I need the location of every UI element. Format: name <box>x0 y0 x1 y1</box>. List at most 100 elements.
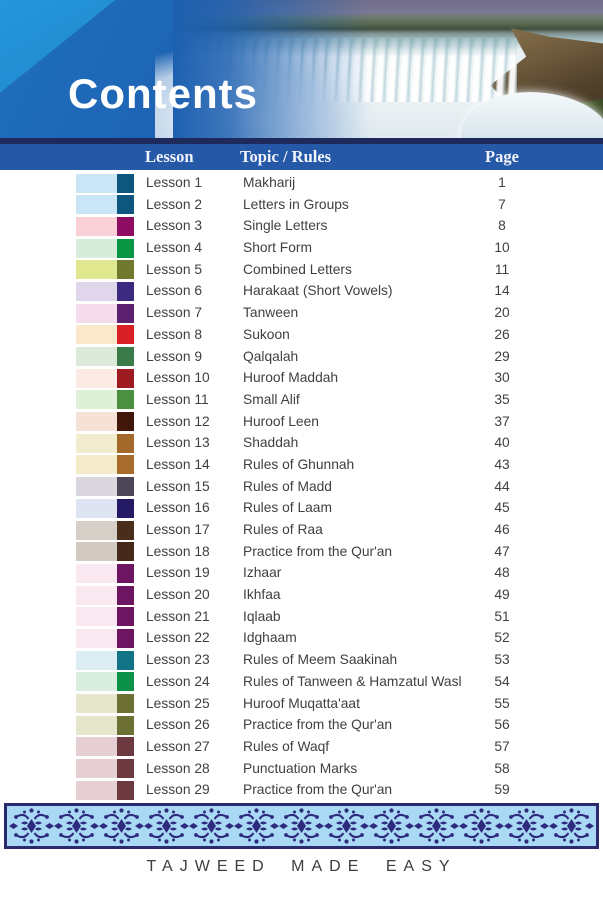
lesson-color-swatch-light <box>76 412 117 432</box>
navy-divider <box>0 138 603 144</box>
lesson-color-swatch-light <box>76 368 117 388</box>
lesson-topic: Ikhfaa <box>243 587 281 603</box>
table-row: Lesson 10 Huroof Maddah 30 <box>0 367 603 389</box>
lesson-color-swatch-dark <box>117 737 134 757</box>
lesson-page: 11 <box>494 261 510 277</box>
lesson-page: 40 <box>494 435 510 451</box>
lesson-color-swatch-dark <box>117 672 134 692</box>
lesson-number: Lesson 17 <box>146 522 210 537</box>
lesson-color-swatch-light <box>76 195 117 215</box>
lesson-color-swatch-light <box>76 780 117 800</box>
lesson-color-swatch-light <box>76 715 117 735</box>
lesson-page: 26 <box>494 326 510 342</box>
lesson-color-swatch-dark <box>117 412 134 432</box>
lesson-topic: Iqlaab <box>243 608 281 624</box>
lesson-color-swatch-light <box>76 542 117 562</box>
table-row: Lesson 28 Punctuation Marks 58 <box>0 758 603 780</box>
table-row: Lesson 6 Harakaat (Short Vowels) 14 <box>0 280 603 302</box>
lesson-number: Lesson 24 <box>146 673 210 689</box>
lesson-page: 54 <box>494 673 510 689</box>
table-row: Lesson 15 Rules of Madd 44 <box>0 476 603 498</box>
lesson-color-swatch-dark <box>117 433 134 453</box>
table-row: Lesson 5 Combined Letters 11 <box>0 259 603 281</box>
lesson-number: Lesson 23 <box>146 652 210 668</box>
lesson-topic: Practice from the Qur'an <box>243 717 393 733</box>
lesson-color-swatch-light <box>76 477 117 497</box>
lesson-color-swatch-light <box>76 281 117 301</box>
lesson-color-swatch-dark <box>117 759 134 779</box>
lesson-color-swatch-light <box>76 737 117 757</box>
lesson-color-swatch-dark <box>117 585 134 605</box>
lesson-page: 20 <box>494 305 510 321</box>
lesson-page: 46 <box>494 522 510 537</box>
lesson-color-swatch-light <box>76 455 117 475</box>
lesson-number: Lesson 14 <box>146 456 210 472</box>
lesson-topic: Huroof Leen <box>243 413 319 429</box>
lesson-page: 29 <box>494 348 510 364</box>
table-row: Lesson 21 Iqlaab 51 <box>0 606 603 628</box>
lesson-topic: Huroof Muqatta'aat <box>243 695 360 711</box>
lesson-number: Lesson 7 <box>146 305 202 321</box>
table-row: Lesson 7 Tanween 20 <box>0 302 603 324</box>
table-row: Lesson 3 Single Letters 8 <box>0 215 603 237</box>
table-row: Lesson 18 Practice from the Qur'an 47 <box>0 541 603 563</box>
lesson-number: Lesson 18 <box>146 543 210 559</box>
lesson-page: 59 <box>494 782 510 798</box>
lesson-topic: Qalqalah <box>243 348 299 364</box>
lesson-color-swatch-dark <box>117 390 134 410</box>
lesson-color-swatch-dark <box>117 520 134 540</box>
lesson-number: Lesson 28 <box>146 760 210 776</box>
lesson-number: Lesson 25 <box>146 695 210 711</box>
lesson-topic: Punctuation Marks <box>243 760 358 776</box>
lesson-color-swatch-light <box>76 498 117 518</box>
lesson-number: Lesson 11 <box>146 391 209 407</box>
lesson-color-swatch-dark <box>117 542 134 562</box>
lesson-number: Lesson 4 <box>146 240 202 256</box>
lesson-topic: Small Alif <box>243 391 300 407</box>
lesson-topic: Tanween <box>243 305 299 321</box>
lesson-color-swatch-dark <box>117 607 134 627</box>
lesson-page: 45 <box>494 500 510 516</box>
lesson-color-swatch-light <box>76 585 117 605</box>
lesson-color-swatch-light <box>76 390 117 410</box>
lesson-color-swatch-dark <box>117 780 134 800</box>
lesson-topic: Rules of Meem Saakinah <box>243 652 398 668</box>
lesson-page: 14 <box>494 283 510 299</box>
lesson-number: Lesson 22 <box>146 630 210 646</box>
lesson-number: Lesson 8 <box>146 326 202 342</box>
decorative-border-band <box>4 802 599 849</box>
lesson-number: Lesson 26 <box>146 717 210 733</box>
lesson-color-swatch-dark <box>117 650 134 670</box>
table-row: Lesson 24 Rules of Tanween & Hamzatul Was… <box>0 671 603 693</box>
table-row: Lesson 23 Rules of Meem Saakinah 53 <box>0 649 603 671</box>
lesson-page: 7 <box>498 196 506 212</box>
lesson-number: Lesson 21 <box>146 608 210 624</box>
table-row: Lesson 25 Huroof Muqatta'aat 55 <box>0 693 603 715</box>
book-title-footer: TAJWEED MADE EASY <box>146 857 457 875</box>
lesson-color-swatch-dark <box>117 238 134 258</box>
table-row: Lesson 4 Short Form 10 <box>0 237 603 259</box>
contents-table: Lesson 1 Makharij 1 Lesson 2 Letters in Grou… <box>0 170 603 801</box>
lesson-topic: Huroof Maddah <box>243 370 339 386</box>
table-row: Lesson 22 Idghaam 52 <box>0 627 603 649</box>
lesson-color-swatch-dark <box>117 563 134 583</box>
lesson-topic: Practice from the Qur'an <box>243 782 393 798</box>
lesson-color-swatch-dark <box>117 715 134 735</box>
lesson-color-swatch-light <box>76 607 117 627</box>
table-row: Lesson 12 Huroof Leen 37 <box>0 411 603 433</box>
lesson-color-swatch-dark <box>117 281 134 301</box>
lesson-page: 10 <box>494 240 510 256</box>
lesson-color-swatch-dark <box>117 368 134 388</box>
lesson-topic: Izhaar <box>243 565 282 581</box>
table-row: Lesson 8 Sukoon 26 <box>0 324 603 346</box>
lesson-color-swatch-light <box>76 520 117 540</box>
lesson-topic: Makharij <box>243 175 296 190</box>
lesson-page: 35 <box>494 391 510 407</box>
lesson-color-swatch-dark <box>117 498 134 518</box>
lesson-topic: Short Form <box>243 240 312 256</box>
table-row: Lesson 19 Izhaar 48 <box>0 562 603 584</box>
column-header-lesson: Lesson <box>145 147 194 166</box>
lesson-page: 57 <box>494 738 510 754</box>
lesson-number: Lesson 2 <box>146 196 202 212</box>
lesson-page: 8 <box>498 218 506 234</box>
